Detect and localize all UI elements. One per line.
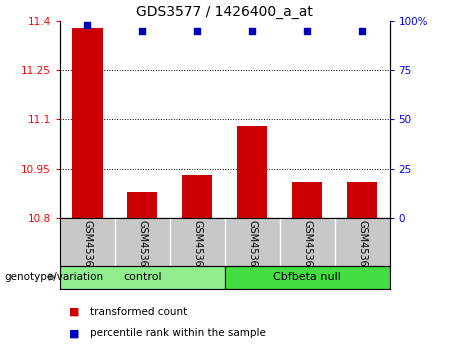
- Text: ■: ■: [69, 329, 80, 338]
- Text: control: control: [123, 272, 162, 282]
- Point: [139, 28, 146, 34]
- Point: [248, 28, 256, 34]
- Text: ■: ■: [69, 307, 80, 316]
- Point: [303, 28, 311, 34]
- Bar: [60, 266, 225, 289]
- Text: GSM453650: GSM453650: [302, 220, 312, 279]
- Text: GSM453651: GSM453651: [357, 220, 367, 279]
- Text: GSM453646: GSM453646: [83, 220, 92, 279]
- Text: GSM453649: GSM453649: [192, 220, 202, 279]
- Bar: [72, 28, 102, 218]
- Point: [194, 28, 201, 34]
- Bar: [347, 182, 377, 218]
- Text: GSM453648: GSM453648: [137, 220, 148, 279]
- Bar: [182, 175, 213, 218]
- Title: GDS3577 / 1426400_a_at: GDS3577 / 1426400_a_at: [136, 5, 313, 19]
- Text: transformed count: transformed count: [90, 307, 187, 316]
- Bar: [225, 266, 390, 289]
- Bar: [292, 182, 322, 218]
- Point: [84, 22, 91, 28]
- Bar: [237, 126, 267, 218]
- Point: [358, 28, 366, 34]
- Text: GSM453647: GSM453647: [247, 220, 257, 279]
- Bar: [127, 192, 158, 218]
- Text: Cbfbeta null: Cbfbeta null: [273, 272, 341, 282]
- Text: percentile rank within the sample: percentile rank within the sample: [90, 329, 266, 338]
- Text: genotype/variation: genotype/variation: [5, 272, 104, 282]
